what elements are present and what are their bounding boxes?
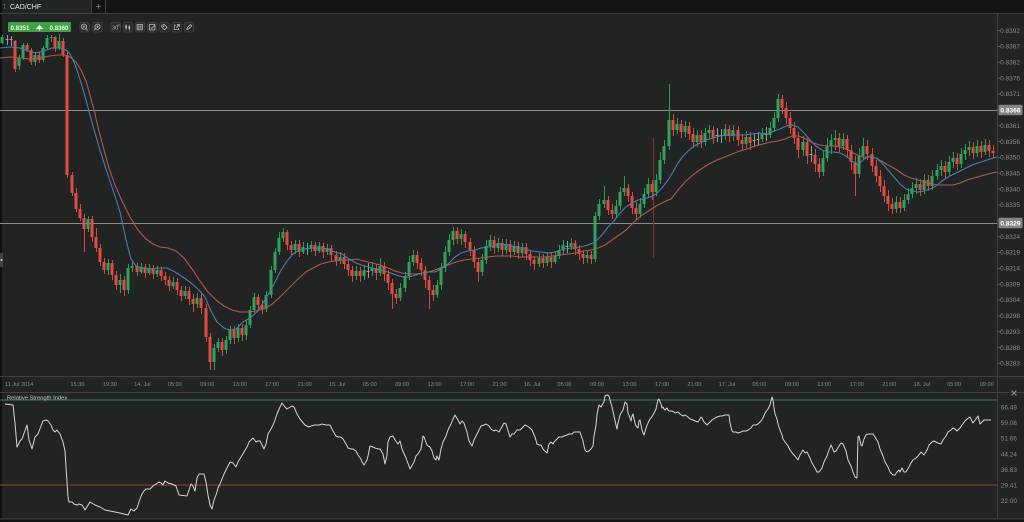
svg-text:0.8376: 0.8376 [1000, 75, 1020, 82]
svg-text:0.8350: 0.8350 [1000, 155, 1020, 162]
svg-text:09:00: 09:00 [980, 382, 994, 388]
svg-text:17:00: 17:00 [265, 382, 279, 388]
svg-text:18. Jul: 18. Jul [914, 382, 930, 388]
svg-text:0.8387: 0.8387 [1000, 44, 1020, 51]
svg-text:05:00: 05:00 [363, 382, 377, 388]
svg-text:0.8340: 0.8340 [1000, 186, 1020, 193]
svg-text:21:00: 21:00 [493, 382, 507, 388]
svg-text:16. Jul: 16. Jul [524, 382, 540, 388]
svg-text:09:00: 09:00 [590, 382, 604, 388]
svg-text:0.8360: 0.8360 [50, 25, 69, 32]
svg-text:05:00: 05:00 [947, 382, 961, 388]
svg-text:0.8329: 0.8329 [1000, 220, 1021, 227]
svg-text:36.83: 36.83 [1001, 467, 1018, 474]
svg-text:29.41: 29.41 [1001, 482, 1018, 489]
svg-text:0.8324: 0.8324 [1000, 234, 1020, 241]
svg-text:+: + [96, 2, 101, 12]
svg-text:15:30: 15:30 [70, 382, 84, 388]
svg-text:0.8298: 0.8298 [1000, 313, 1020, 320]
svg-text:0.8351: 0.8351 [11, 25, 30, 32]
svg-text:21:00: 21:00 [882, 382, 896, 388]
svg-text:15. Jul: 15. Jul [329, 382, 345, 388]
svg-text:44.24: 44.24 [1001, 451, 1018, 458]
svg-text:0.8288: 0.8288 [1000, 345, 1020, 352]
svg-text:0.8319: 0.8319 [1000, 250, 1020, 257]
svg-text:17. Jul: 17. Jul [719, 382, 735, 388]
svg-text:13:00: 13:00 [233, 382, 247, 388]
svg-text:13:00: 13:00 [817, 382, 831, 388]
svg-text:17:00: 17:00 [460, 382, 474, 388]
svg-text:0.8283: 0.8283 [1000, 361, 1020, 368]
svg-text:0.8382: 0.8382 [1000, 60, 1020, 67]
svg-text:0.8293: 0.8293 [1000, 329, 1020, 336]
svg-text:05:00: 05:00 [752, 382, 766, 388]
svg-text:CAD/CHF: CAD/CHF [10, 4, 41, 11]
svg-text:09:00: 09:00 [200, 382, 214, 388]
svg-text:22.00: 22.00 [1001, 498, 1018, 505]
svg-text:11 Jul 2014: 11 Jul 2014 [5, 382, 34, 388]
svg-text:0.8361: 0.8361 [1000, 123, 1020, 130]
svg-text:17:00: 17:00 [850, 382, 864, 388]
svg-text:09:00: 09:00 [395, 382, 409, 388]
svg-text:0.8356: 0.8356 [1000, 139, 1020, 146]
svg-text:09:00: 09:00 [785, 382, 799, 388]
svg-text:21:00: 21:00 [298, 382, 312, 388]
svg-text:0.8304: 0.8304 [1000, 297, 1020, 304]
svg-text:19:30: 19:30 [103, 382, 117, 388]
svg-text:0.8314: 0.8314 [1000, 266, 1020, 273]
svg-text:0.8392: 0.8392 [1000, 28, 1020, 35]
svg-text:17:00: 17:00 [655, 382, 669, 388]
svg-text:05:00: 05:00 [168, 382, 182, 388]
svg-text:59.08: 59.08 [1001, 420, 1018, 427]
svg-text:0.8371: 0.8371 [1000, 91, 1020, 98]
svg-text:66.49: 66.49 [1001, 405, 1018, 412]
svg-text:13:00: 13:00 [623, 382, 637, 388]
svg-text:0.8335: 0.8335 [1000, 202, 1020, 209]
svg-text:30: 30 [112, 25, 118, 31]
svg-text:0.8366: 0.8366 [1000, 107, 1021, 114]
svg-text:0.8345: 0.8345 [1000, 170, 1020, 177]
svg-text:m: m [117, 23, 120, 27]
svg-text:Relative Strength Index: Relative Strength Index [7, 396, 67, 402]
svg-text:21:00: 21:00 [687, 382, 701, 388]
svg-text:51.66: 51.66 [1001, 436, 1018, 443]
svg-text:13:00: 13:00 [428, 382, 442, 388]
svg-text:14. Jul: 14. Jul [134, 382, 150, 388]
svg-text:05:00: 05:00 [558, 382, 572, 388]
svg-text:0.8309: 0.8309 [1000, 281, 1020, 288]
